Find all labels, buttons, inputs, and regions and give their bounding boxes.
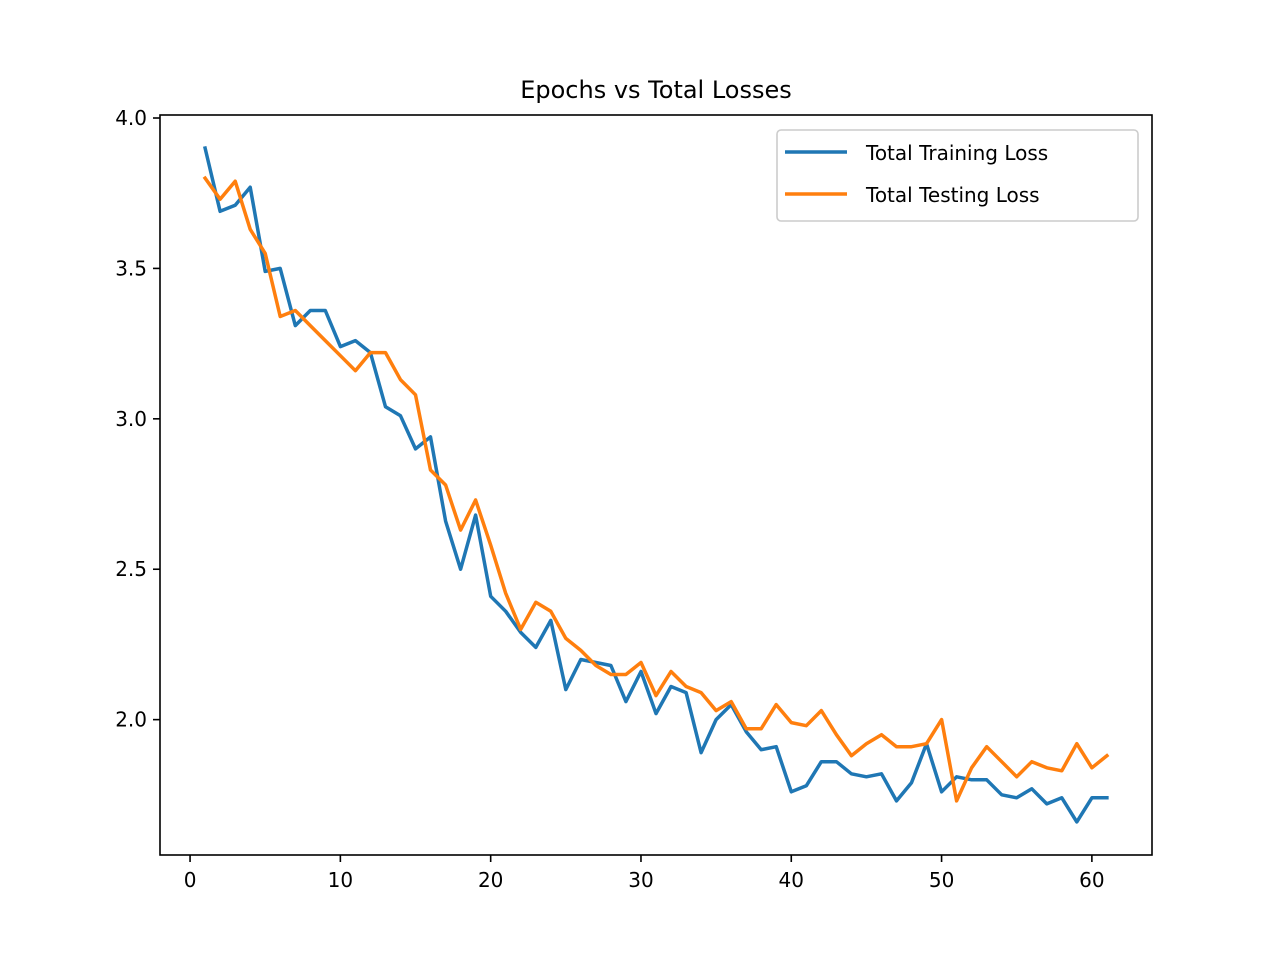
y-tick-label: 3.5 <box>115 256 147 280</box>
chart-title: Epochs vs Total Losses <box>520 76 792 104</box>
y-axis: 2.0 2.5 3.0 3.5 4.0 <box>115 106 160 732</box>
x-tick-label: 40 <box>779 868 804 892</box>
x-tick-label: 50 <box>929 868 954 892</box>
x-tick-label: 0 <box>184 868 197 892</box>
series-line-testing <box>202 175 1110 803</box>
legend: Total Training Loss Total Testing Loss <box>776 129 1139 222</box>
plot-area <box>202 145 1110 824</box>
x-tick-label: 60 <box>1079 868 1104 892</box>
x-axis: 0 10 20 30 40 50 60 <box>184 855 1105 892</box>
legend-label-training: Total Training Loss <box>865 141 1048 165</box>
series-line-training <box>202 145 1109 824</box>
legend-label-testing: Total Testing Loss <box>865 183 1040 207</box>
x-tick-label: 30 <box>628 868 653 892</box>
plot-frame <box>159 114 1153 856</box>
y-tick-label: 2.0 <box>115 708 147 732</box>
y-tick-label: 3.0 <box>115 407 147 431</box>
y-tick-label: 4.0 <box>115 106 147 130</box>
y-tick-label: 2.5 <box>115 557 147 581</box>
x-tick-label: 10 <box>328 868 353 892</box>
x-tick-label: 20 <box>478 868 503 892</box>
legend-box <box>776 129 1139 222</box>
